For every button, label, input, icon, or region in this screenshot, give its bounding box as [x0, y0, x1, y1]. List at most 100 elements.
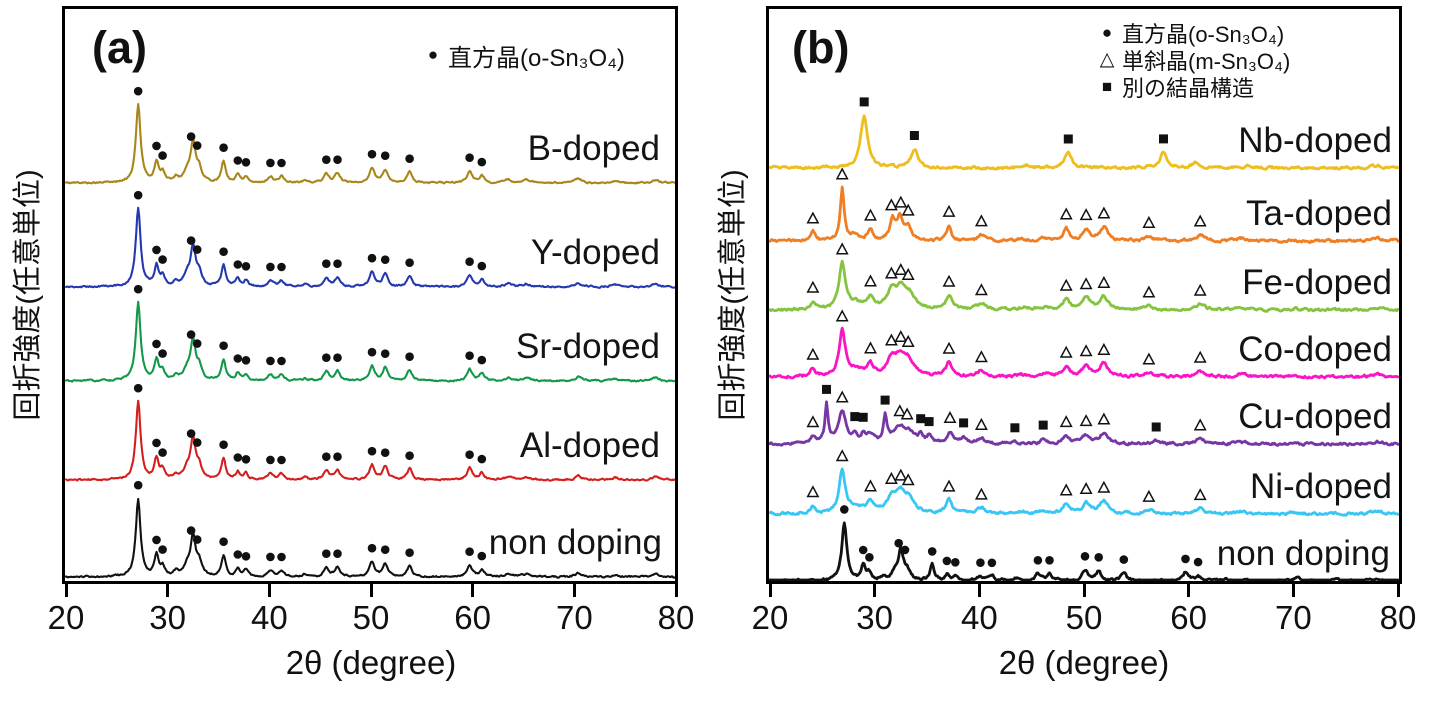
- triangle-peak-marker: [806, 415, 820, 428]
- legend-label: 直方晶(o-Sn₃O₄): [1122, 21, 1285, 47]
- x-axis-tick-label: 30: [856, 599, 894, 636]
- square-peak-marker: [924, 417, 934, 427]
- triangle-peak-marker: [806, 485, 820, 498]
- square-peak-marker: [909, 131, 919, 140]
- circle-peak-marker: [367, 347, 377, 357]
- circle-peak-marker: [380, 448, 390, 458]
- square-peak-marker: [959, 418, 969, 428]
- triangle-peak-marker: [1079, 277, 1093, 290]
- triangle-peak-marker: [942, 204, 956, 217]
- triangle-peak-marker: [1079, 344, 1093, 357]
- circle-peak-marker: [233, 260, 243, 269]
- trace-label-ni-doped: Ni-doped: [1249, 467, 1392, 506]
- legend-row: ● 直方晶(o-Sn₃O₄): [1092, 19, 1290, 47]
- xrd-trace-sr-doped: [65, 300, 675, 383]
- legend-a: ● 直方晶(o-Sn₃O₄): [418, 40, 625, 72]
- triangle-peak-marker: [1097, 206, 1111, 219]
- circle-peak-marker: [133, 480, 143, 490]
- circle-peak-marker: [333, 452, 342, 462]
- circle-peak-marker: [333, 155, 342, 164]
- circle-peak-marker: [405, 258, 414, 267]
- circle-peak-marker: [477, 261, 487, 271]
- x-axis-tick-label: 50: [1065, 599, 1103, 636]
- triangle-peak-marker: [942, 479, 956, 492]
- triangle-peak-marker: [894, 330, 908, 343]
- x-axis-tick: [768, 584, 772, 597]
- circle-peak-marker: [1181, 554, 1190, 564]
- circle-peak-marker: [1080, 552, 1090, 561]
- triangle-peak-marker: [1097, 480, 1111, 493]
- trace-label-non-doping-b: non doping: [1216, 534, 1390, 573]
- circle-peak-marker: [192, 438, 202, 447]
- xrd-trace-co-doped: [769, 326, 1399, 380]
- circle-peak-marker: [233, 354, 243, 363]
- circle-peak-marker: [158, 545, 167, 554]
- x-axis-tick: [873, 584, 877, 597]
- x-axis-tick: [1082, 584, 1086, 597]
- circle-peak-marker: [192, 141, 202, 150]
- triangle-peak-marker: [884, 471, 898, 484]
- circle-peak-marker: [840, 505, 849, 514]
- circle-peak-marker: [894, 538, 903, 548]
- circle-peak-marker: [465, 153, 474, 162]
- circle-peak-marker: [322, 353, 331, 363]
- square-peak-marker: [858, 412, 868, 422]
- circle-peak-marker: [152, 141, 161, 151]
- circle-peak-marker: [133, 190, 143, 200]
- x-axis-tick-label: 70: [555, 599, 593, 636]
- xrd-trace-b-doped: [65, 103, 675, 185]
- circle-peak-marker: [900, 545, 910, 555]
- x-axis-tick-label: 40: [960, 599, 998, 636]
- trace-label-al-doped: Al-doped: [519, 426, 660, 465]
- triangle-peak-marker: [894, 468, 908, 481]
- circle-peak-marker: [158, 151, 167, 160]
- filled-square-icon: ■: [1101, 76, 1113, 96]
- x-axis-title-a: 2θ (degree): [285, 644, 457, 681]
- circle-peak-marker: [233, 453, 243, 462]
- circle-peak-marker: [158, 448, 167, 457]
- panel-letter-b: (b): [792, 22, 850, 73]
- triangle-peak-marker: [1079, 208, 1093, 221]
- x-axis-tick-label: 70: [1274, 599, 1312, 636]
- triangle-peak-marker: [1059, 415, 1073, 428]
- x-axis-tick-label: 40: [250, 599, 288, 636]
- circle-peak-marker: [405, 352, 414, 362]
- circle-peak-marker: [266, 356, 275, 366]
- triangle-peak-marker: [1193, 283, 1207, 296]
- triangle-peak-marker: [893, 404, 907, 417]
- circle-peak-marker: [333, 549, 342, 558]
- circle-peak-marker: [192, 535, 202, 544]
- plot-area-a: [62, 6, 678, 584]
- circle-peak-marker: [405, 154, 414, 163]
- circle-peak-marker: [1033, 556, 1043, 565]
- xrd-trace-non-doping: [65, 497, 675, 579]
- circle-peak-marker: [266, 552, 275, 562]
- triangle-peak-marker: [1193, 350, 1207, 363]
- circle-peak-marker: [192, 245, 202, 254]
- circle-peak-marker: [277, 262, 286, 272]
- triangle-peak-marker: [1079, 414, 1093, 427]
- circle-peak-marker: [152, 438, 161, 448]
- circle-peak-marker: [865, 553, 874, 562]
- circle-peak-marker: [465, 257, 474, 266]
- x-axis-tick: [674, 584, 678, 597]
- triangle-peak-marker: [894, 195, 908, 208]
- circle-peak-marker: [367, 446, 377, 456]
- triangle-peak-marker: [1059, 278, 1073, 291]
- xrd-trace-ni-doped: [769, 467, 1399, 517]
- circle-peak-marker: [219, 440, 228, 450]
- trace-label-fe-doped: Fe-doped: [1242, 263, 1392, 302]
- triangle-peak-marker: [864, 341, 877, 354]
- square-peak-marker: [822, 384, 831, 394]
- circle-peak-marker: [1045, 556, 1054, 565]
- circle-peak-marker: [405, 451, 414, 461]
- panel-a-plot-svg: [65, 86, 675, 579]
- filled-circle-icon: ●: [1101, 22, 1113, 42]
- square-peak-marker: [1063, 134, 1073, 144]
- circle-peak-marker: [277, 455, 286, 465]
- circle-peak-marker: [858, 545, 868, 555]
- circle-peak-marker: [219, 341, 228, 351]
- triangle-peak-marker: [864, 479, 877, 492]
- x-axis-tick-label: 20: [47, 599, 85, 636]
